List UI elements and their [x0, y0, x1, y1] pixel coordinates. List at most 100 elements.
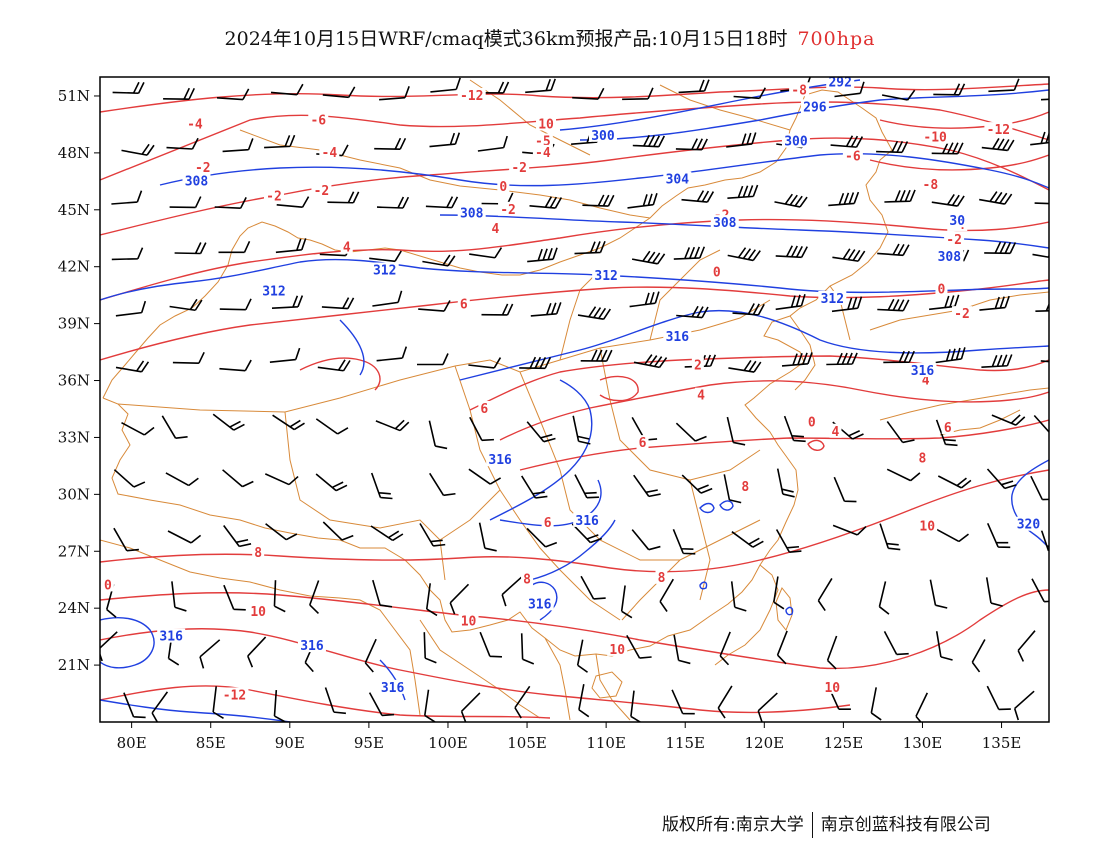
temperature-label-bg — [340, 239, 353, 254]
wind-barb-shaft — [775, 294, 806, 311]
lon-tick-label: 115E — [665, 734, 705, 752]
wind-barb — [719, 631, 731, 666]
wind-barb — [774, 193, 808, 208]
wind-barb-shaft — [676, 305, 709, 319]
wind-barb-shaft — [577, 306, 612, 320]
height-label: 308 — [185, 174, 209, 189]
wind-barb — [988, 78, 1020, 93]
temperature-label: 10 — [250, 605, 266, 620]
height-label: 312 — [262, 284, 285, 299]
wind-barb — [991, 414, 1026, 426]
temperature-label: -2 — [314, 184, 330, 199]
temperature-label-bg — [509, 160, 530, 175]
lat-tick-label: 30N — [58, 485, 90, 503]
height-label-bg — [663, 171, 692, 186]
wind-barb — [781, 352, 813, 367]
wind-barb-shaft — [979, 191, 1013, 205]
temperature-label: 8 — [741, 480, 749, 495]
temperature-label-bg — [805, 414, 818, 429]
wind-barb — [1030, 475, 1049, 501]
temperature-label: -12 — [460, 89, 483, 104]
wind-barb — [269, 347, 301, 363]
wind-barb-shaft — [317, 359, 351, 372]
wind-barb-shaft — [727, 184, 759, 199]
temperature-label: 10 — [538, 117, 554, 132]
wind-barb-shaft — [247, 636, 267, 668]
wind-barb — [216, 88, 250, 101]
wind-barb-shaft — [929, 579, 948, 609]
wind-barb-shaft — [828, 191, 860, 207]
wind-barb — [931, 142, 964, 155]
wind-barb — [374, 137, 407, 150]
temperature-label: 0 — [938, 282, 946, 297]
temperature-label: -8 — [791, 83, 807, 98]
wind-barb — [1013, 690, 1035, 721]
wind-barb — [530, 302, 562, 317]
wind-barb-shaft — [165, 472, 199, 487]
wind-barb — [315, 418, 349, 435]
wind-barb-shaft — [774, 193, 808, 208]
temperature-label: -4 — [322, 146, 338, 161]
temperature-label: -12 — [987, 123, 1010, 138]
wind-barb — [622, 87, 654, 101]
height-label-bg — [486, 452, 515, 467]
wind-barb-shaft — [675, 422, 707, 442]
wind-barb-shaft — [315, 473, 348, 492]
height-label-bg — [297, 638, 326, 653]
wind-barb — [883, 631, 909, 656]
temperature-label: 8 — [919, 451, 927, 466]
wind-barb — [1017, 630, 1036, 662]
wind-barb — [783, 415, 806, 443]
wind-barb — [321, 297, 355, 310]
temperature-label-bg — [916, 450, 929, 465]
height-label: 312 — [821, 292, 844, 307]
height-label-bg — [259, 283, 288, 298]
temperature-label: 10 — [824, 681, 840, 696]
wind-barb — [111, 247, 144, 261]
wind-barb — [317, 359, 351, 372]
wind-barb — [418, 300, 451, 312]
wind-barb-shaft — [121, 421, 155, 436]
wind-barb — [935, 419, 958, 447]
wind-barb-shaft — [681, 190, 715, 203]
wind-barb — [831, 296, 863, 313]
wind-barb-shaft — [519, 356, 552, 370]
wind-barb — [501, 576, 523, 607]
wind-barb — [828, 191, 860, 207]
wind-barb — [931, 194, 965, 207]
temperature-label: -2 — [511, 161, 527, 176]
wind-barb — [833, 476, 857, 503]
wind-barb — [879, 523, 901, 551]
wind-barb — [526, 527, 558, 548]
wind-barb-shaft — [929, 294, 960, 311]
height-label-bg — [800, 99, 829, 114]
temperature-label-bg — [311, 182, 332, 197]
wind-barb-shaft — [376, 196, 410, 209]
temperature-label-bg — [458, 613, 479, 628]
wind-barb — [572, 415, 591, 445]
wind-barb-shaft — [1017, 630, 1036, 662]
temperature-label-bg — [220, 687, 249, 702]
wind-barb — [271, 295, 304, 309]
height-label-bg — [935, 249, 964, 264]
wind-barb-shaft — [115, 300, 147, 317]
wind-barb-shaft — [728, 359, 762, 373]
wind-barb-shaft — [1035, 298, 1049, 312]
wind-barb-shaft — [121, 143, 155, 156]
wind-barb-shaft — [368, 692, 395, 717]
temperature-label-bg — [739, 478, 752, 493]
wind-barb — [121, 143, 155, 156]
wind-barb — [364, 638, 377, 673]
temperature-label: 10 — [461, 614, 477, 629]
wind-barb — [576, 639, 588, 673]
temperature-label-bg — [457, 296, 470, 311]
temperature-label: 10 — [919, 520, 935, 535]
wind-barb-shaft — [678, 79, 710, 94]
wind-barb-shaft — [986, 468, 1017, 490]
wind-barb — [212, 413, 245, 431]
wind-barb — [218, 241, 251, 254]
wind-barb-shaft — [582, 194, 615, 207]
wind-barb-shaft — [273, 580, 286, 613]
wind-barb — [223, 525, 252, 548]
wind-barb — [826, 352, 858, 366]
